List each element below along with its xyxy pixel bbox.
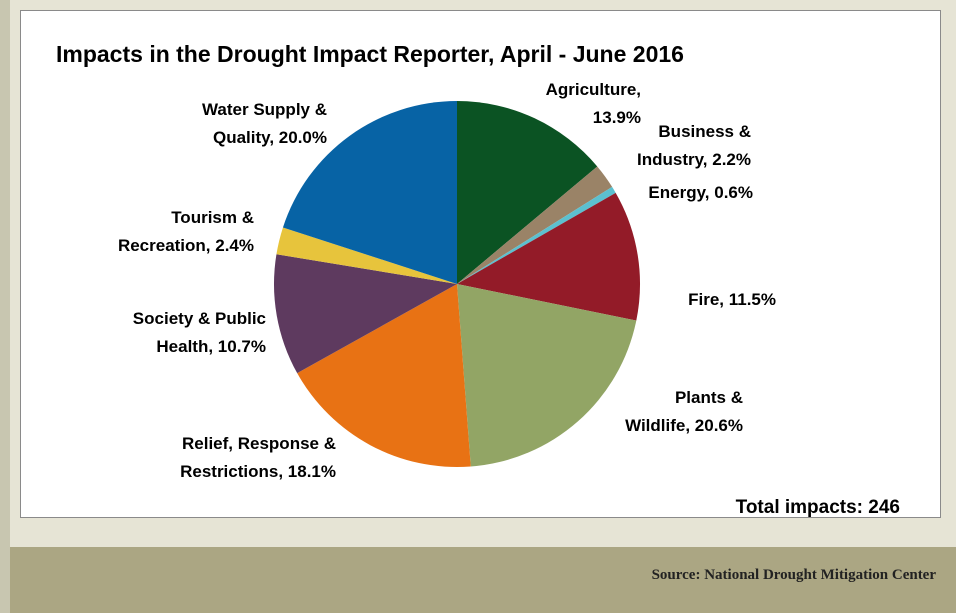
slice-label-society-public-health: Society & Public Health, 10.7% xyxy=(133,309,266,356)
slice-label-business-industry: Business & Industry, 2.2% xyxy=(637,122,751,169)
pie-slice-plants-wildlife xyxy=(457,284,637,467)
chart-frame: Impacts in the Drought Impact Reporter, … xyxy=(20,10,941,518)
slice-label-water-supply-quality: Water Supply & Quality, 20.0% xyxy=(202,100,327,147)
pie-slice-tourism-recreation xyxy=(276,227,457,284)
slice-label-tourism-recreation: Tourism & Recreation, 2.4% xyxy=(118,208,254,255)
slice-label-fire: Fire, 11.5% xyxy=(688,290,776,309)
pie-chart: Agriculture, 13.9%Business & Industry, 2.2… xyxy=(118,80,776,481)
pie-slice-society-public-health xyxy=(274,254,457,374)
left-accent-strip xyxy=(0,0,10,613)
pie-slice-relief-response-restrictions xyxy=(297,284,471,467)
pie-slice-fire xyxy=(457,192,640,321)
footer-band: Source: National Drought Mitigation Cent… xyxy=(10,547,956,613)
pie-slice-energy xyxy=(457,186,616,284)
pie-slice-agriculture xyxy=(457,101,598,284)
slice-label-energy: Energy, 0.6% xyxy=(648,183,753,202)
source-credit: Source: National Drought Mitigation Cent… xyxy=(651,567,936,583)
chart-title: Impacts in the Drought Impact Reporter, … xyxy=(56,41,684,67)
slice-label-agriculture: Agriculture, 13.9% xyxy=(546,80,641,127)
slice-label-plants-wildlife: Plants & Wildlife, 20.6% xyxy=(625,388,743,435)
pie-slice-water-supply-quality xyxy=(282,101,457,284)
slice-label-relief-response-restrictions: Relief, Response & Restrictions, 18.1% xyxy=(180,434,336,481)
pie-slice-business-industry xyxy=(457,166,613,284)
total-impacts-label: Total impacts: 246 xyxy=(735,497,900,518)
